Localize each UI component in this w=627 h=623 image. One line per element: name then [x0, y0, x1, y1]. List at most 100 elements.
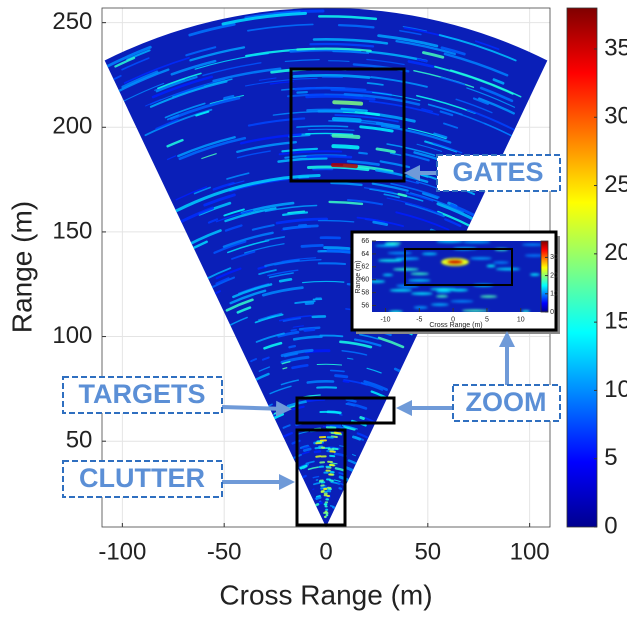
streak	[334, 136, 359, 137]
annotation: CLUTTER	[79, 463, 205, 493]
streak	[359, 153, 367, 154]
annotation: TARGETS	[79, 379, 206, 409]
colorbar-tick-label: 0	[604, 512, 617, 539]
annotation: ZOOM	[466, 387, 547, 417]
y-tick-label: 250	[52, 8, 92, 35]
streak	[436, 290, 451, 292]
streak	[335, 433, 340, 434]
streak	[451, 300, 474, 302]
streak	[336, 376, 347, 377]
y-tick-label: 60	[361, 277, 369, 284]
inset-y-label: Range (m)	[355, 260, 362, 293]
streak	[409, 11, 437, 17]
streak	[334, 119, 360, 120]
x-tick-label: -100	[98, 539, 146, 566]
streak	[315, 504, 318, 505]
streak	[451, 289, 468, 291]
y-tick-label: 100	[52, 322, 92, 349]
streak	[334, 102, 361, 103]
x-tick-label: 100	[510, 539, 550, 566]
streak	[297, 92, 306, 93]
streak	[395, 257, 419, 259]
colorbar	[541, 241, 548, 312]
colorbar-tick-label: 30	[604, 103, 627, 130]
streak	[225, 96, 233, 98]
y-tick-label: 50	[66, 427, 93, 454]
streak	[496, 268, 520, 270]
y-tick-label: 56	[361, 302, 369, 309]
streak	[107, 38, 124, 46]
streak	[422, 253, 437, 255]
streak	[320, 412, 339, 413]
inset-x-label: Cross Range (m)	[429, 322, 482, 329]
colorbar-tick-label: 20	[550, 272, 558, 279]
x-tick-label: 0	[319, 539, 332, 566]
x-tick-label: 50	[414, 539, 441, 566]
arrow	[222, 407, 286, 409]
streak	[329, 61, 349, 62]
streak	[299, 225, 305, 226]
streak	[414, 306, 428, 308]
y-tick-label: 58	[361, 289, 369, 296]
colorbar-tick-label: 35	[604, 34, 627, 61]
streak	[361, 418, 364, 419]
colorbar-tick-label: 10	[604, 376, 627, 403]
streak	[383, 274, 393, 276]
streak	[283, 368, 287, 369]
streak	[447, 260, 463, 265]
streak	[319, 503, 322, 504]
streak	[328, 250, 353, 251]
x-tick-label: -50	[207, 539, 242, 566]
y-tick-label: 66	[361, 238, 369, 245]
colorbar-tick-label: 5	[604, 444, 617, 471]
streak	[344, 381, 349, 382]
annotation: GATES	[452, 157, 543, 187]
streak	[280, 279, 291, 281]
streak	[331, 506, 334, 507]
streak	[304, 449, 310, 451]
streak	[291, 330, 296, 331]
streak	[436, 295, 448, 297]
y-axis-label: Range (m)	[6, 201, 37, 333]
streak	[431, 303, 449, 305]
streak	[319, 263, 345, 264]
streak	[333, 146, 357, 147]
streak	[378, 259, 403, 261]
colorbar-tick-label: 20	[604, 239, 627, 266]
colorbar-tick-label: 30	[550, 254, 558, 261]
streak	[325, 248, 349, 249]
streak	[289, 346, 295, 347]
y-tick-label: 200	[52, 113, 92, 140]
streak	[331, 370, 344, 371]
streak	[493, 261, 509, 263]
streak	[315, 448, 320, 449]
streak	[462, 310, 489, 312]
streak	[411, 273, 429, 275]
streak	[480, 295, 497, 297]
colorbar-tick-label: 10	[550, 291, 558, 298]
colorbar	[567, 8, 597, 527]
colorbar-tick-label: 15	[604, 307, 627, 334]
streak	[308, 156, 351, 157]
streak	[487, 265, 496, 267]
streak	[317, 498, 320, 499]
streak	[302, 245, 322, 246]
streak	[399, 194, 406, 196]
streak	[179, 12, 197, 17]
colorbar-tick-label: 0	[550, 309, 554, 316]
streak	[530, 273, 540, 275]
streak	[315, 451, 320, 452]
streak	[411, 292, 433, 294]
streak	[135, 26, 156, 34]
streak	[333, 165, 356, 166]
colorbar-tick-label: 25	[604, 171, 627, 198]
streak	[470, 257, 491, 259]
x-tick-label: -10	[380, 317, 390, 324]
streak	[387, 252, 412, 254]
streak	[305, 330, 314, 331]
streak	[308, 399, 324, 400]
streak	[408, 279, 430, 281]
x-axis-label: Cross Range (m)	[219, 579, 432, 610]
